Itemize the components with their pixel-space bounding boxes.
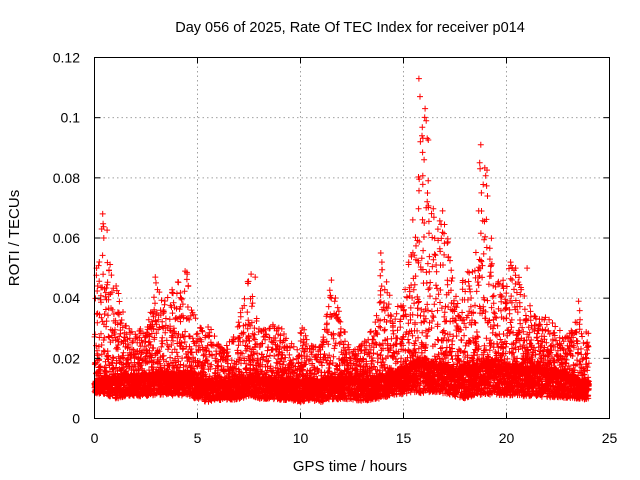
x-tick-label: 5: [194, 430, 202, 446]
y-tick-label: 0: [72, 411, 80, 427]
y-tick-label: 0.04: [53, 290, 80, 306]
x-tick-label: 25: [602, 430, 618, 446]
chart-title: Day 056 of 2025, Rate Of TEC Index for r…: [175, 20, 525, 36]
x-axis-title: GPS time / hours: [293, 458, 407, 475]
y-tick-label: 0.12: [53, 50, 80, 66]
y-tick-label: 0.06: [53, 230, 80, 246]
y-axis-title: ROTI / TECUs: [6, 190, 23, 286]
y-tick-label: 0.08: [53, 170, 80, 186]
x-tick-label: 20: [499, 430, 515, 446]
x-tick-label: 10: [293, 430, 309, 446]
y-tick-label: 0.02: [53, 350, 80, 366]
y-tick-label: 0.1: [61, 110, 81, 126]
axis-ticks: [94, 57, 610, 419]
x-tick-labels: 0 5 10 15 20 25: [91, 430, 618, 446]
x-tick-label: 15: [396, 430, 412, 446]
x-tick-label: 0: [91, 430, 99, 446]
y-tick-labels: 0 0.02 0.04 0.06 0.08 0.1 0.12: [53, 50, 80, 427]
